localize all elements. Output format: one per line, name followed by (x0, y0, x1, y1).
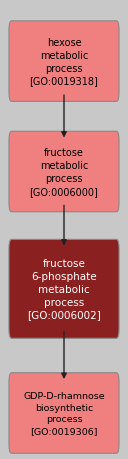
Text: GDP-D-rhamnose
biosynthetic
process
[GO:0019306]: GDP-D-rhamnose biosynthetic process [GO:… (23, 392, 105, 435)
Text: fructose
6-phosphate
metabolic
process
[GO:0006002]: fructose 6-phosphate metabolic process [… (27, 258, 101, 320)
FancyBboxPatch shape (9, 132, 119, 212)
FancyBboxPatch shape (9, 240, 119, 339)
Text: hexose
metabolic
process
[GO:0019318]: hexose metabolic process [GO:0019318] (30, 38, 98, 86)
FancyBboxPatch shape (9, 373, 119, 453)
Text: fructose
metabolic
process
[GO:0006000]: fructose metabolic process [GO:0006000] (30, 148, 98, 196)
FancyBboxPatch shape (9, 22, 119, 102)
